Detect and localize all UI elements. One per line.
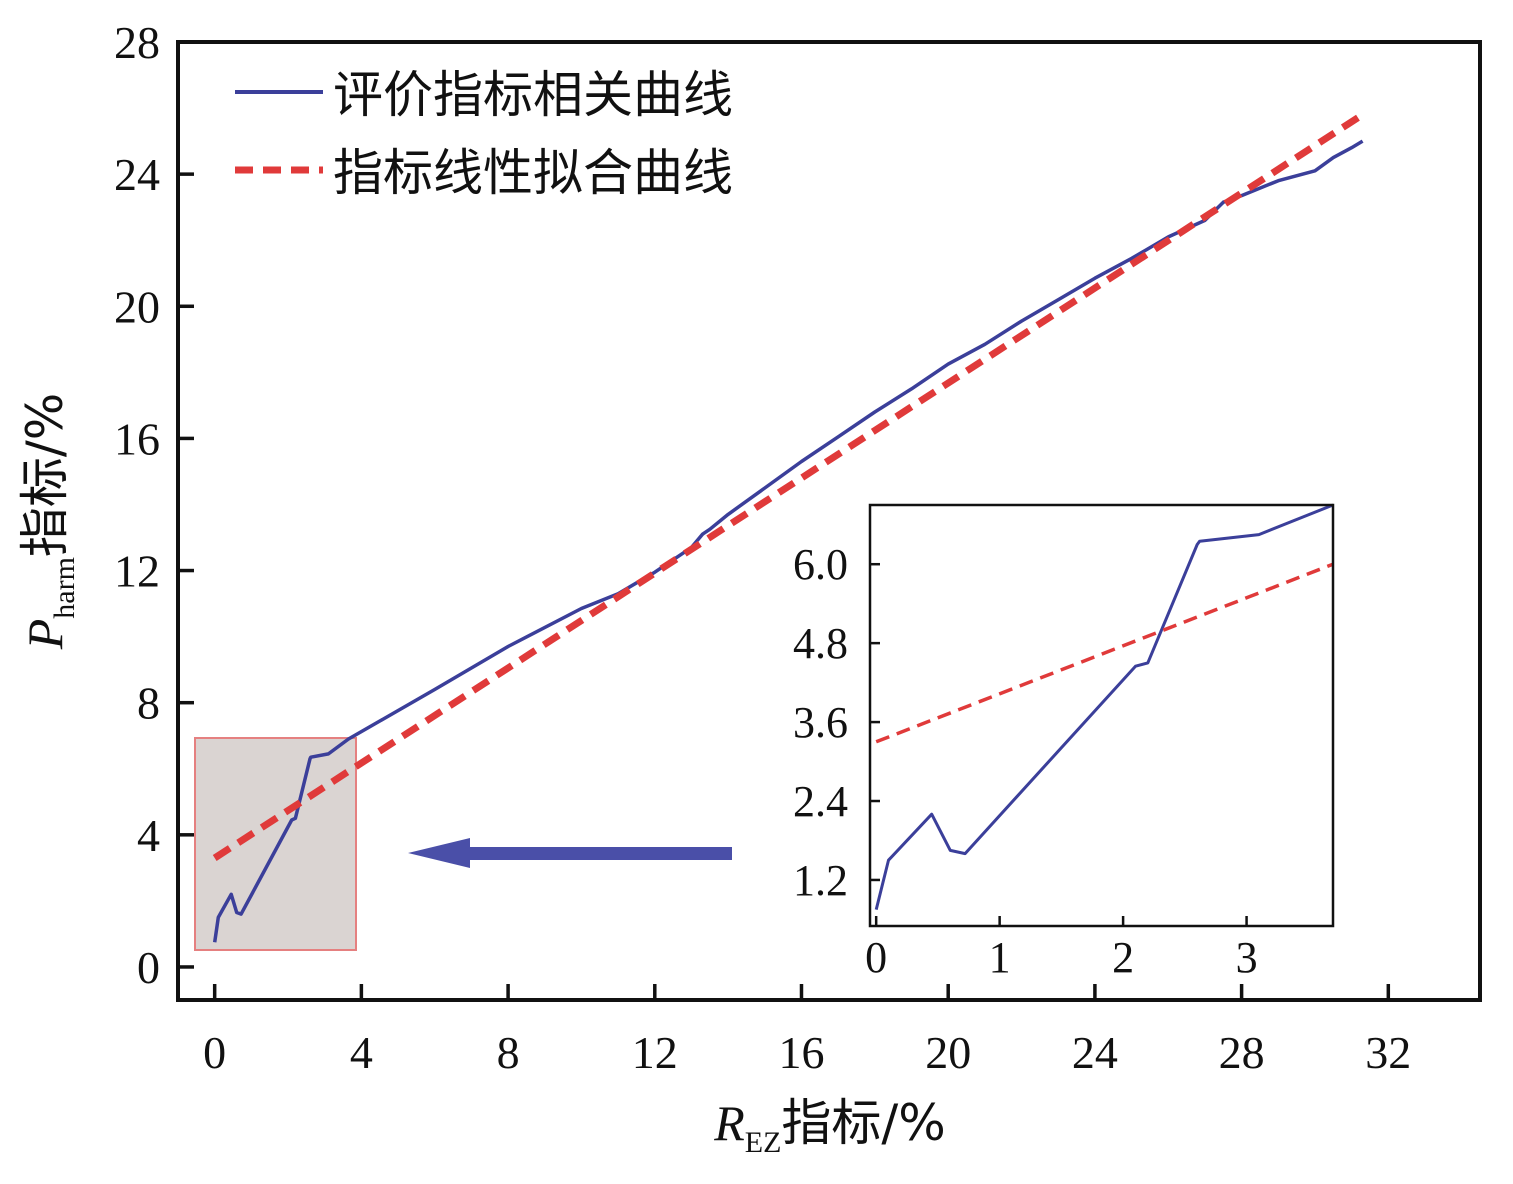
inset-y-tick-label: 1.2	[793, 856, 848, 905]
x-tick-label: 32	[1365, 1027, 1411, 1078]
legend-label-correlation: 评价指标相关曲线	[333, 66, 733, 124]
x-tick-label: 28	[1219, 1027, 1265, 1078]
y-tick-label: 24	[114, 149, 160, 200]
x-tick-label: 0	[203, 1027, 226, 1078]
y-tick-label: 12	[114, 546, 160, 597]
y-tick-label: 28	[114, 17, 160, 68]
inset-series-line-linear-fit	[875, 562, 1334, 744]
x-tick-label: 20	[925, 1027, 971, 1078]
inset-x-tick-label: 3	[1236, 933, 1258, 982]
inset-series-line-correlation	[874, 503, 1334, 910]
x-tick-label: 12	[632, 1027, 678, 1078]
inset-x-tick-label: 2	[1112, 933, 1134, 982]
y-tick-label: 16	[114, 413, 160, 464]
zoom-highlight-box	[194, 737, 357, 951]
x-tick-label: 4	[350, 1027, 373, 1078]
y-tick-label: 20	[114, 281, 160, 332]
zoom-arrow	[408, 838, 732, 868]
inset-axes: 0 1 2 3 1.2 2.4 3.6 4.8 6.0	[793, 540, 1258, 982]
plot-frame	[176, 40, 1482, 1002]
inset-y-tick-label: 6.0	[793, 540, 848, 589]
x-tick-label: 24	[1072, 1027, 1118, 1078]
x-axis: 0 4 8 12 16 20 24 28 32	[203, 984, 1411, 1078]
series-line-linear-fit	[212, 111, 1365, 861]
inset-x-tick-label: 0	[865, 933, 887, 982]
x-tick-label: 16	[778, 1027, 824, 1078]
main-series-group	[212, 111, 1365, 943]
x-tick-label: 8	[497, 1027, 520, 1078]
inset-chart: 0 1 2 3 1.2 2.4 3.6 4.8 6.0	[793, 503, 1335, 982]
y-tick-label: 0	[137, 942, 160, 993]
inset-x-tick-label: 1	[989, 933, 1011, 982]
x-axis-title: REZ指标/%	[713, 1094, 946, 1159]
legend-label-fit: 指标线性拟合曲线	[333, 144, 733, 202]
inset-frame	[868, 503, 1335, 928]
legend: 评价指标相关曲线 指标线性拟合曲线	[235, 66, 733, 202]
inset-y-tick-label: 4.8	[793, 619, 848, 668]
inset-y-tick-label: 2.4	[793, 777, 848, 826]
y-tick-label: 4	[137, 810, 160, 861]
y-axis: 0 4 8 12 16 20 24 28	[114, 17, 194, 993]
inset-series-group	[874, 503, 1334, 910]
inset-y-tick-label: 3.6	[793, 698, 848, 747]
y-axis-title: Pharm指标/%	[16, 393, 81, 651]
y-tick-label: 8	[137, 678, 160, 729]
